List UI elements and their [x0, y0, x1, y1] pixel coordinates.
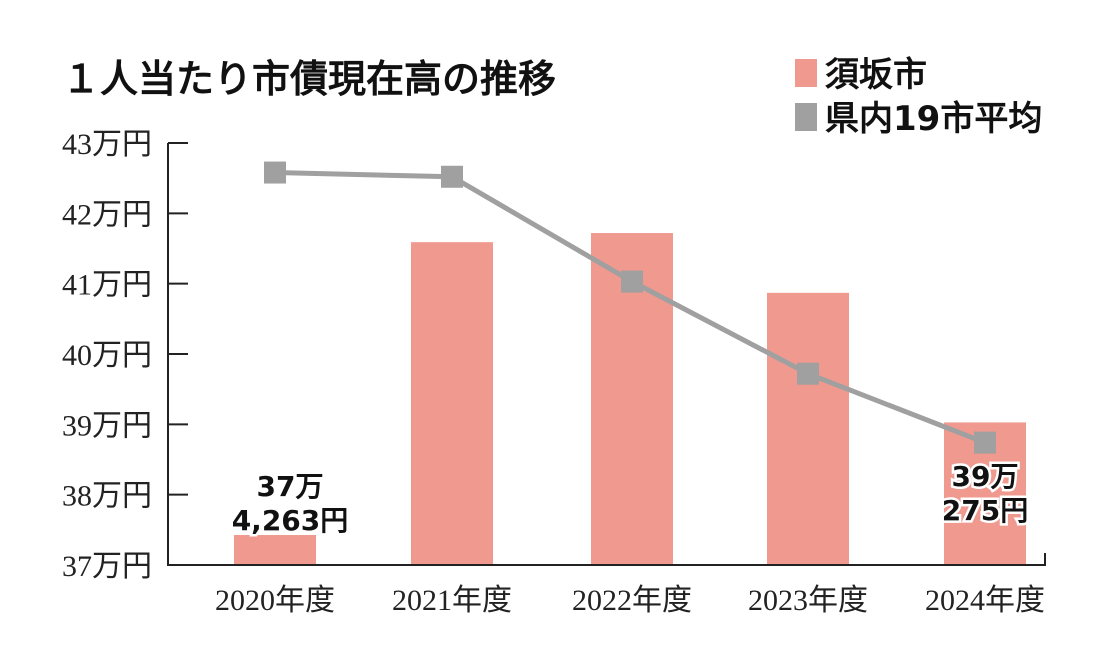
x-tick-label: 2022年度: [572, 584, 692, 617]
y-tick-label: 38万円: [62, 480, 152, 513]
data-label: 37万: [257, 470, 324, 503]
y-tick-label: 41万円: [62, 269, 152, 302]
x-tick-label: 2024年度: [925, 584, 1045, 617]
x-tick-label: 2020年度: [215, 584, 335, 617]
y-tick-label: 43万円: [62, 128, 152, 161]
x-tick-label: 2021年度: [392, 584, 512, 617]
y-tick-label: 37万円: [62, 550, 152, 583]
line-marker-2023年度: [797, 362, 819, 385]
legend-swatch-bar: [795, 59, 817, 87]
y-tick-label: 40万円: [62, 339, 152, 372]
data-label: 39万: [952, 460, 1019, 493]
x-tick-label: 2023年度: [748, 584, 868, 617]
data-label: 4,263円: [232, 504, 349, 537]
bar-2023年度: [767, 292, 849, 565]
line-marker-2022年度: [621, 270, 643, 293]
legend-swatch-line: [795, 103, 817, 131]
bar-2021年度: [411, 242, 493, 566]
y-tick-label: 39万円: [62, 409, 152, 442]
chart-title: １人当たり市債現在高の推移: [62, 57, 556, 101]
line-marker-2020年度: [264, 161, 286, 184]
line-marker-2021年度: [441, 165, 463, 188]
y-tick-label: 42万円: [62, 198, 152, 231]
line-marker-2024年度: [974, 431, 996, 454]
legend-label-bar: 須坂市: [825, 55, 927, 95]
data-label: 275円: [942, 494, 1028, 527]
legend-label-line: 県内19市平均: [825, 99, 1042, 139]
bar-2020年度: [234, 535, 316, 565]
